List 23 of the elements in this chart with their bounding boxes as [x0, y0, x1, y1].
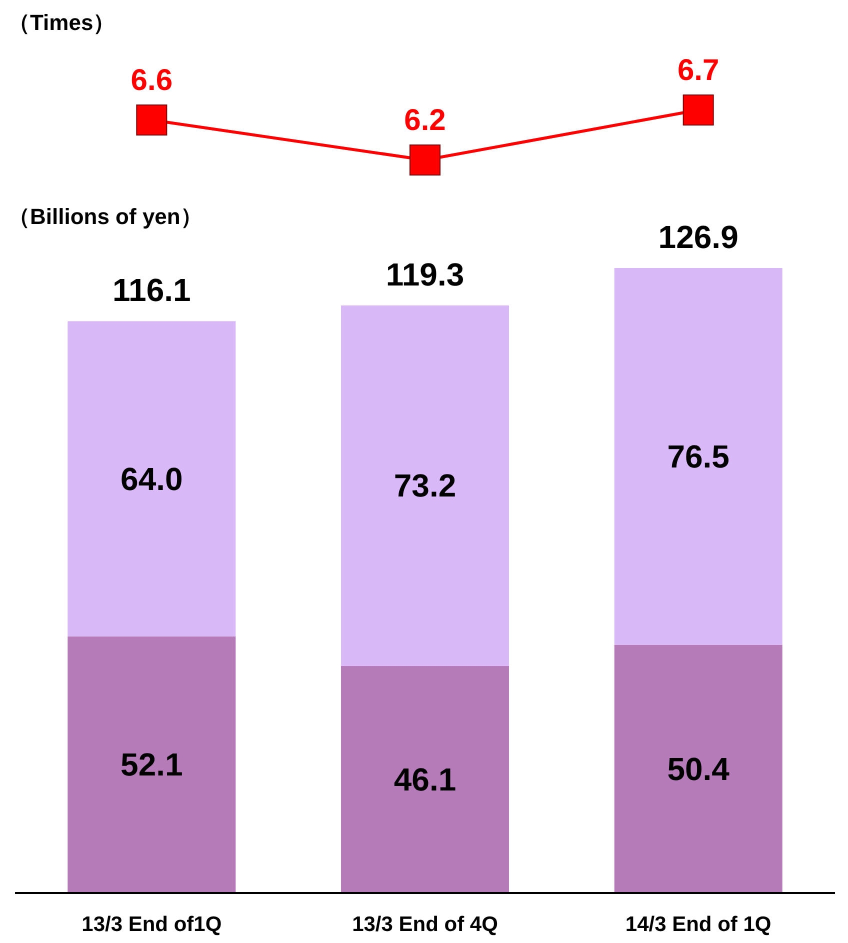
bar: [68, 636, 236, 893]
bar: [68, 321, 236, 636]
total-label: 119.3: [386, 256, 464, 292]
bar: [341, 305, 509, 666]
total-label: 126.9: [658, 219, 738, 255]
bar: [614, 268, 782, 645]
x-tick-label: 14/3 End of 1Q: [625, 913, 772, 936]
total-label: 116.1: [112, 272, 191, 308]
y-axis-title: （Billions of yen）: [8, 204, 202, 229]
bar: [341, 666, 509, 893]
data-label: 73.2: [394, 468, 456, 504]
data-label: 6.7: [677, 54, 720, 87]
data-label: 6.6: [130, 64, 173, 97]
data-label: 6.2: [404, 104, 446, 137]
bar: [614, 644, 782, 893]
x-tick-label: 13/3 End of1Q: [82, 913, 222, 936]
x-tick-label: 13/3 End of 4Q: [352, 913, 498, 936]
data-label: 46.1: [394, 761, 456, 798]
data-label: 64.0: [120, 460, 183, 497]
data-label: 52.1: [120, 746, 183, 783]
data-label: 76.5: [667, 438, 730, 474]
data-label: 50.4: [667, 750, 730, 787]
y-axis-title: （Times）: [8, 10, 116, 35]
